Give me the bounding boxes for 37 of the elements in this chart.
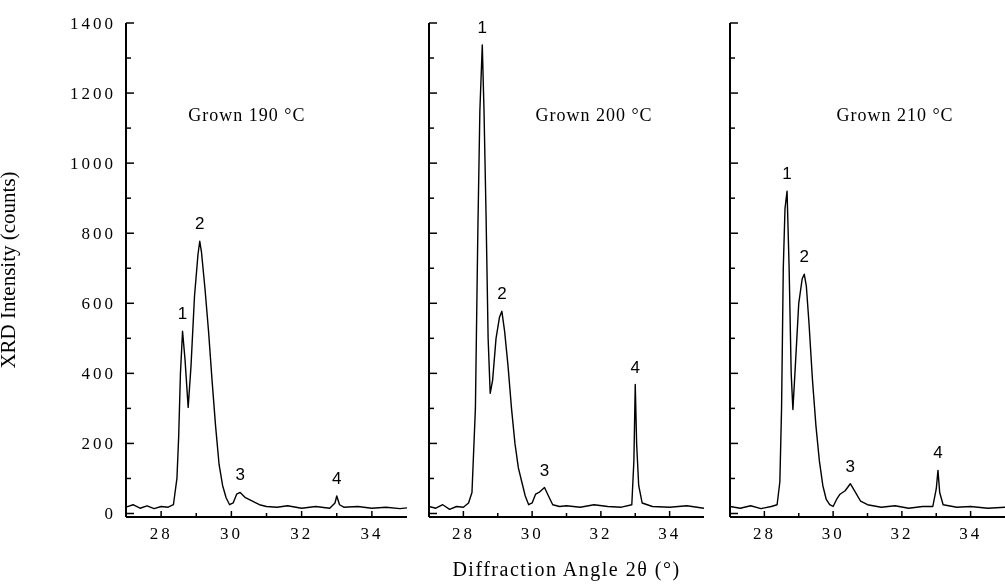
y-tick-label: 1200 (70, 84, 116, 104)
annotation: 4 (630, 357, 640, 377)
text: Grown 200 °C (535, 105, 653, 126)
text: Grown 190 °C (188, 105, 306, 126)
y-tick-label: 200 (81, 434, 116, 454)
x-tick-label: 34 (959, 524, 983, 543)
x-axis-title: Diffraction Angle 2θ (°) (452, 558, 681, 581)
x-tick-label: 30 (219, 524, 243, 543)
annotation: 4 (933, 443, 943, 463)
annotation: 1 (177, 304, 188, 324)
x-tick-label: 30 (821, 524, 845, 543)
y-tick-label: 800 (81, 224, 116, 244)
x-tick-label: 34 (360, 524, 384, 543)
x-tick-label: 32 (589, 524, 613, 543)
y-tick-label: 600 (81, 294, 116, 314)
y-tick-label: 0 (104, 504, 116, 524)
annotation: 2 (497, 284, 507, 304)
annotation: 3 (235, 465, 245, 485)
y-tick-label: 1400 (70, 14, 116, 33)
x-tick-label: 28 (149, 524, 173, 543)
x-tick-label: 28 (451, 524, 475, 543)
annotation: 2 (799, 247, 809, 267)
x-tick-label: 32 (290, 524, 314, 543)
x-tick-label: 28 (752, 524, 776, 543)
annotation: 1 (477, 18, 488, 38)
y-tick-label: 400 (81, 364, 116, 384)
y-axis-title: XRD Intensity (counts) (0, 171, 21, 369)
text: Grown 210 °C (836, 105, 954, 126)
x-tick-label: 30 (520, 524, 544, 543)
x-tick-label: 32 (890, 524, 914, 543)
y-tick-label: 1000 (70, 154, 116, 174)
annotation: 3 (845, 456, 856, 476)
annotation: 4 (332, 468, 342, 488)
annotation: 1 (782, 164, 792, 184)
annotation: 3 (539, 460, 550, 480)
x-tick-label: 34 (658, 524, 682, 543)
annotation: 2 (195, 214, 205, 234)
